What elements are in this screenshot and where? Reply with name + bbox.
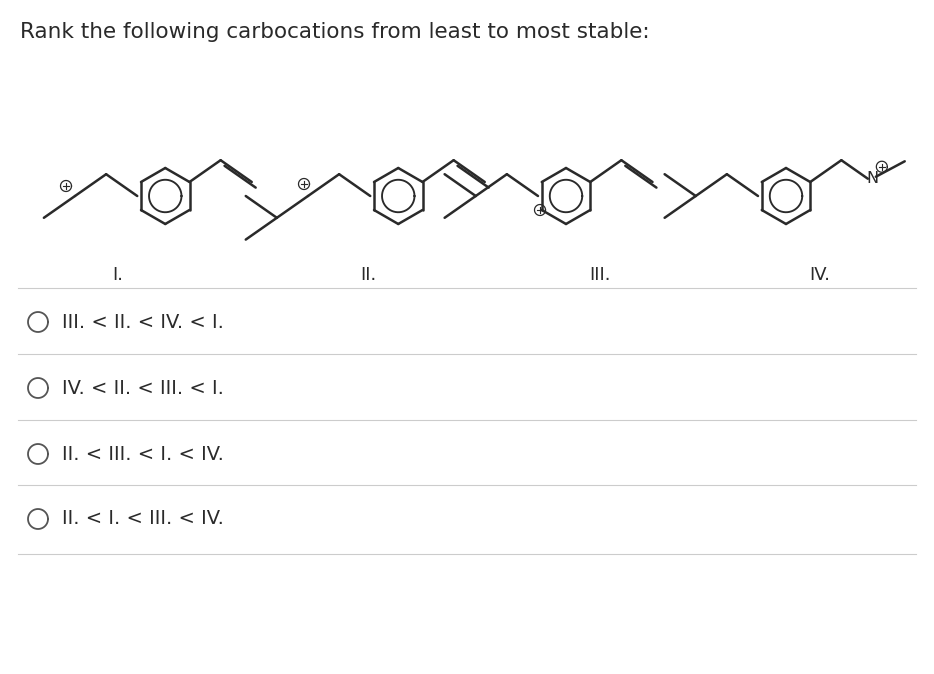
Text: Rank the following carbocations from least to most stable:: Rank the following carbocations from lea… — [20, 22, 650, 42]
Text: III.: III. — [589, 266, 611, 284]
Text: II.: II. — [360, 266, 376, 284]
Text: I.: I. — [112, 266, 123, 284]
Text: II. < III. < I. < IV.: II. < III. < I. < IV. — [62, 444, 224, 464]
Text: IV.: IV. — [810, 266, 830, 284]
Text: N: N — [867, 171, 879, 186]
Text: IV. < II. < III. < I.: IV. < II. < III. < I. — [62, 379, 224, 398]
Text: II. < I. < III. < IV.: II. < I. < III. < IV. — [62, 510, 224, 528]
Text: III. < II. < IV. < I.: III. < II. < IV. < I. — [62, 313, 224, 332]
